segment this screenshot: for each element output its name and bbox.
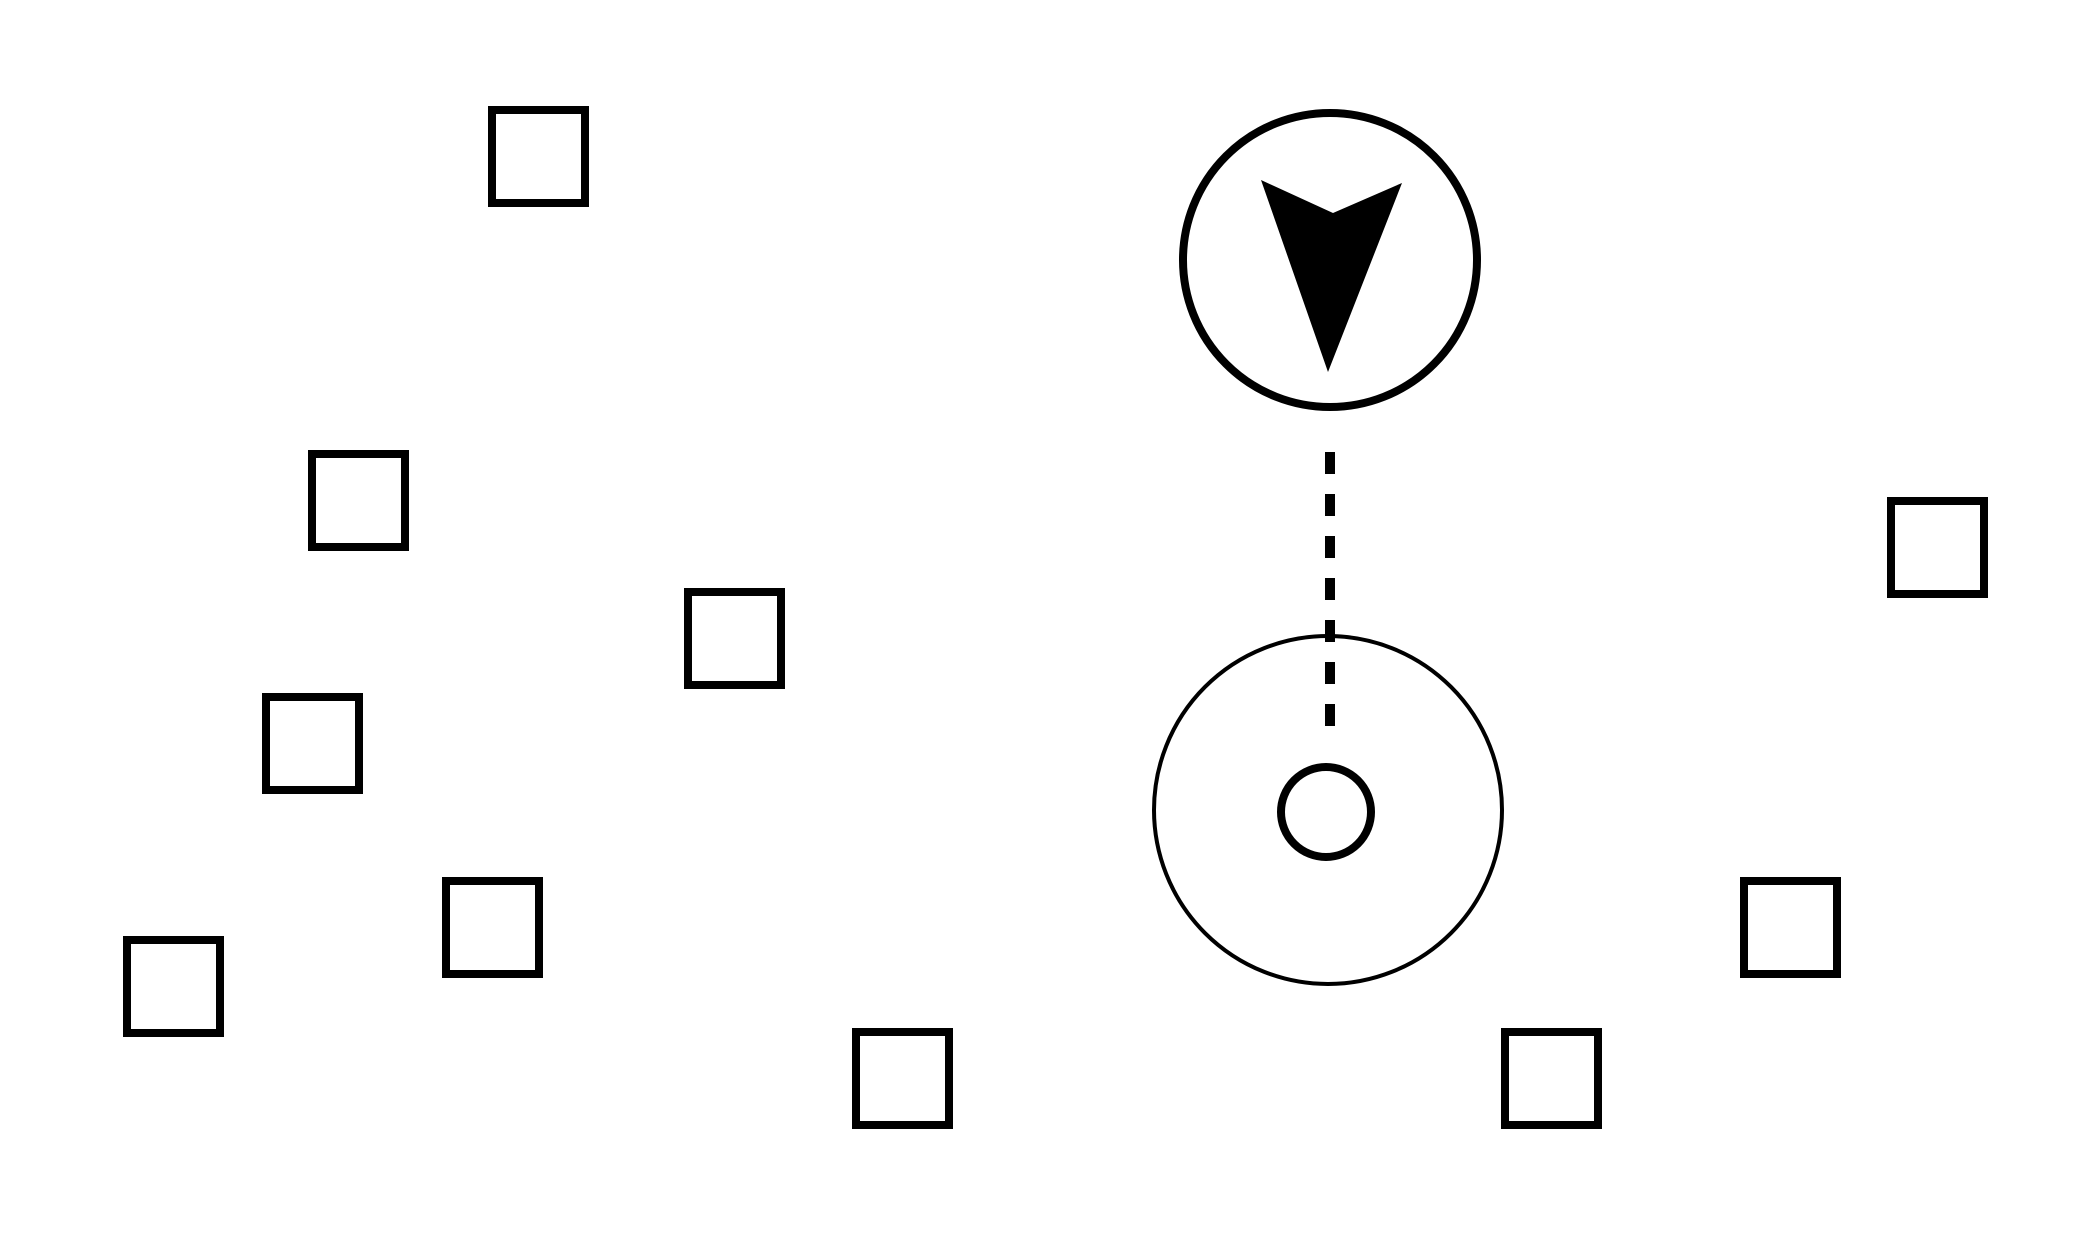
square-marker xyxy=(852,1028,953,1129)
arrowhead-down-icon xyxy=(1261,180,1402,372)
square-marker xyxy=(1887,497,1988,598)
pointer-group xyxy=(1179,109,1481,411)
square-marker xyxy=(123,936,224,1037)
square-markers xyxy=(123,106,1988,1129)
square-marker xyxy=(1740,877,1841,978)
target-group xyxy=(1152,634,1504,986)
square-marker xyxy=(1501,1028,1602,1129)
square-marker xyxy=(684,588,785,689)
square-marker xyxy=(442,877,543,978)
target-inner-marker xyxy=(1277,763,1375,861)
square-marker xyxy=(262,693,363,794)
square-marker xyxy=(308,450,409,551)
square-marker xyxy=(488,106,589,207)
